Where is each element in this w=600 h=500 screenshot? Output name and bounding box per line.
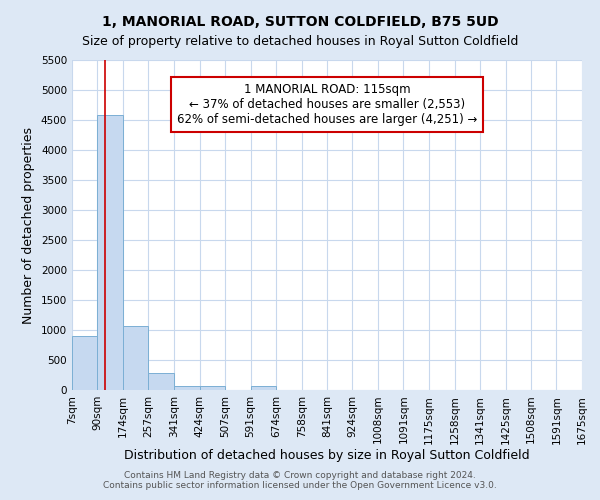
- Bar: [148, 372, 174, 390]
- Bar: [251, 386, 276, 390]
- Text: Size of property relative to detached houses in Royal Sutton Coldfield: Size of property relative to detached ho…: [82, 35, 518, 48]
- Text: Contains HM Land Registry data © Crown copyright and database right 2024.
Contai: Contains HM Land Registry data © Crown c…: [103, 470, 497, 490]
- X-axis label: Distribution of detached houses by size in Royal Sutton Coldfield: Distribution of detached houses by size …: [124, 449, 530, 462]
- Bar: [199, 386, 225, 390]
- Bar: [123, 326, 148, 390]
- Text: 1 MANORIAL ROAD: 115sqm
← 37% of detached houses are smaller (2,553)
62% of semi: 1 MANORIAL ROAD: 115sqm ← 37% of detache…: [177, 83, 477, 126]
- Bar: [97, 115, 123, 390]
- Bar: [174, 386, 199, 390]
- Text: 1, MANORIAL ROAD, SUTTON COLDFIELD, B75 5UD: 1, MANORIAL ROAD, SUTTON COLDFIELD, B75 …: [101, 15, 499, 29]
- Y-axis label: Number of detached properties: Number of detached properties: [22, 126, 35, 324]
- Bar: [72, 336, 97, 390]
